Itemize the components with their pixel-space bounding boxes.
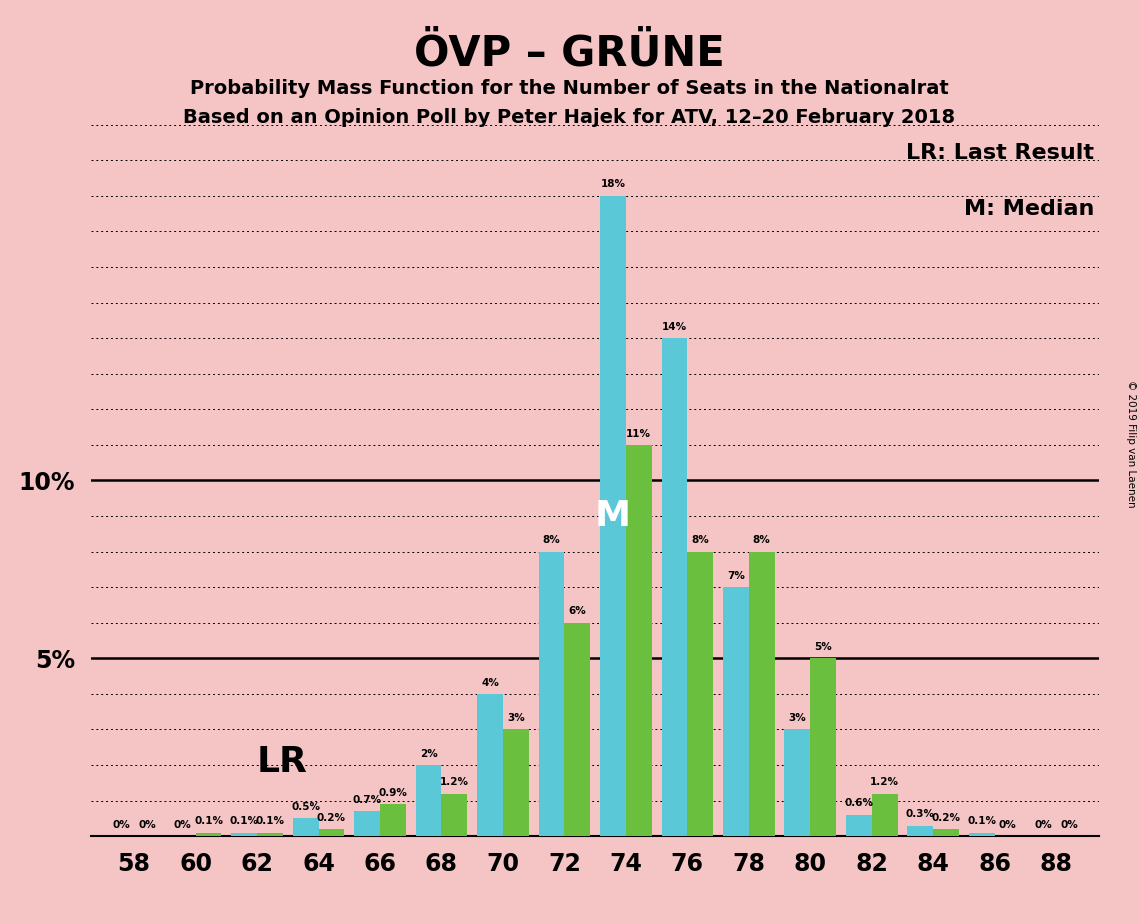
Text: 5%: 5%	[814, 642, 831, 652]
Bar	[231, 833, 257, 836]
Bar	[846, 815, 871, 836]
Text: 3%: 3%	[507, 713, 525, 723]
Text: 0.7%: 0.7%	[353, 795, 382, 805]
Text: Based on an Opinion Poll by Peter Hajek for ATV, 12–20 February 2018: Based on an Opinion Poll by Peter Hajek …	[183, 108, 956, 128]
Bar	[539, 552, 565, 836]
Text: 2%: 2%	[419, 748, 437, 759]
Bar	[785, 730, 810, 836]
Bar	[748, 552, 775, 836]
Text: 0%: 0%	[999, 820, 1016, 830]
Text: 8%: 8%	[691, 535, 710, 545]
Text: Probability Mass Function for the Number of Seats in the Nationalrat: Probability Mass Function for the Number…	[190, 79, 949, 98]
Bar	[565, 623, 590, 836]
Bar	[662, 338, 687, 836]
Text: 0%: 0%	[1060, 820, 1077, 830]
Text: 18%: 18%	[600, 179, 625, 189]
Text: 0.9%: 0.9%	[378, 788, 408, 797]
Bar	[257, 833, 282, 836]
Bar	[319, 829, 344, 836]
Text: 7%: 7%	[727, 571, 745, 581]
Bar	[416, 765, 442, 836]
Bar	[442, 794, 467, 836]
Bar	[477, 694, 503, 836]
Text: 1.2%: 1.2%	[870, 777, 899, 787]
Text: 0.5%: 0.5%	[292, 802, 320, 812]
Text: ÖVP – GRÜNE: ÖVP – GRÜNE	[415, 32, 724, 74]
Text: 6%: 6%	[568, 606, 587, 616]
Text: 0%: 0%	[113, 820, 130, 830]
Bar	[196, 833, 221, 836]
Bar	[933, 829, 959, 836]
Bar	[380, 804, 405, 836]
Text: 0.2%: 0.2%	[932, 813, 960, 822]
Bar	[687, 552, 713, 836]
Text: 0.1%: 0.1%	[967, 816, 997, 826]
Text: 0.1%: 0.1%	[255, 816, 285, 826]
Bar	[908, 825, 933, 836]
Text: 0.1%: 0.1%	[194, 816, 223, 826]
Text: LR: Last Result: LR: Last Result	[907, 142, 1095, 163]
Text: 0%: 0%	[174, 820, 191, 830]
Text: © 2019 Filip van Laenen: © 2019 Filip van Laenen	[1126, 380, 1136, 507]
Text: 14%: 14%	[662, 322, 687, 332]
Bar	[625, 444, 652, 836]
Bar	[969, 833, 994, 836]
Text: 4%: 4%	[481, 677, 499, 687]
Text: 0.2%: 0.2%	[317, 813, 346, 822]
Bar	[723, 588, 748, 836]
Text: M: Median: M: Median	[964, 200, 1095, 219]
Text: 0.6%: 0.6%	[844, 798, 874, 808]
Text: 3%: 3%	[788, 713, 806, 723]
Text: 0%: 0%	[1034, 820, 1052, 830]
Bar	[871, 794, 898, 836]
Text: 8%: 8%	[753, 535, 771, 545]
Text: 0%: 0%	[138, 820, 156, 830]
Text: 11%: 11%	[626, 429, 652, 439]
Bar	[503, 730, 528, 836]
Text: LR: LR	[257, 746, 308, 779]
Bar	[600, 196, 625, 836]
Bar	[810, 658, 836, 836]
Text: 0.1%: 0.1%	[230, 816, 259, 826]
Bar	[354, 811, 380, 836]
Text: 8%: 8%	[542, 535, 560, 545]
Text: M: M	[595, 499, 631, 533]
Text: 1.2%: 1.2%	[440, 777, 469, 787]
Bar	[293, 819, 319, 836]
Text: 0.3%: 0.3%	[906, 809, 935, 820]
